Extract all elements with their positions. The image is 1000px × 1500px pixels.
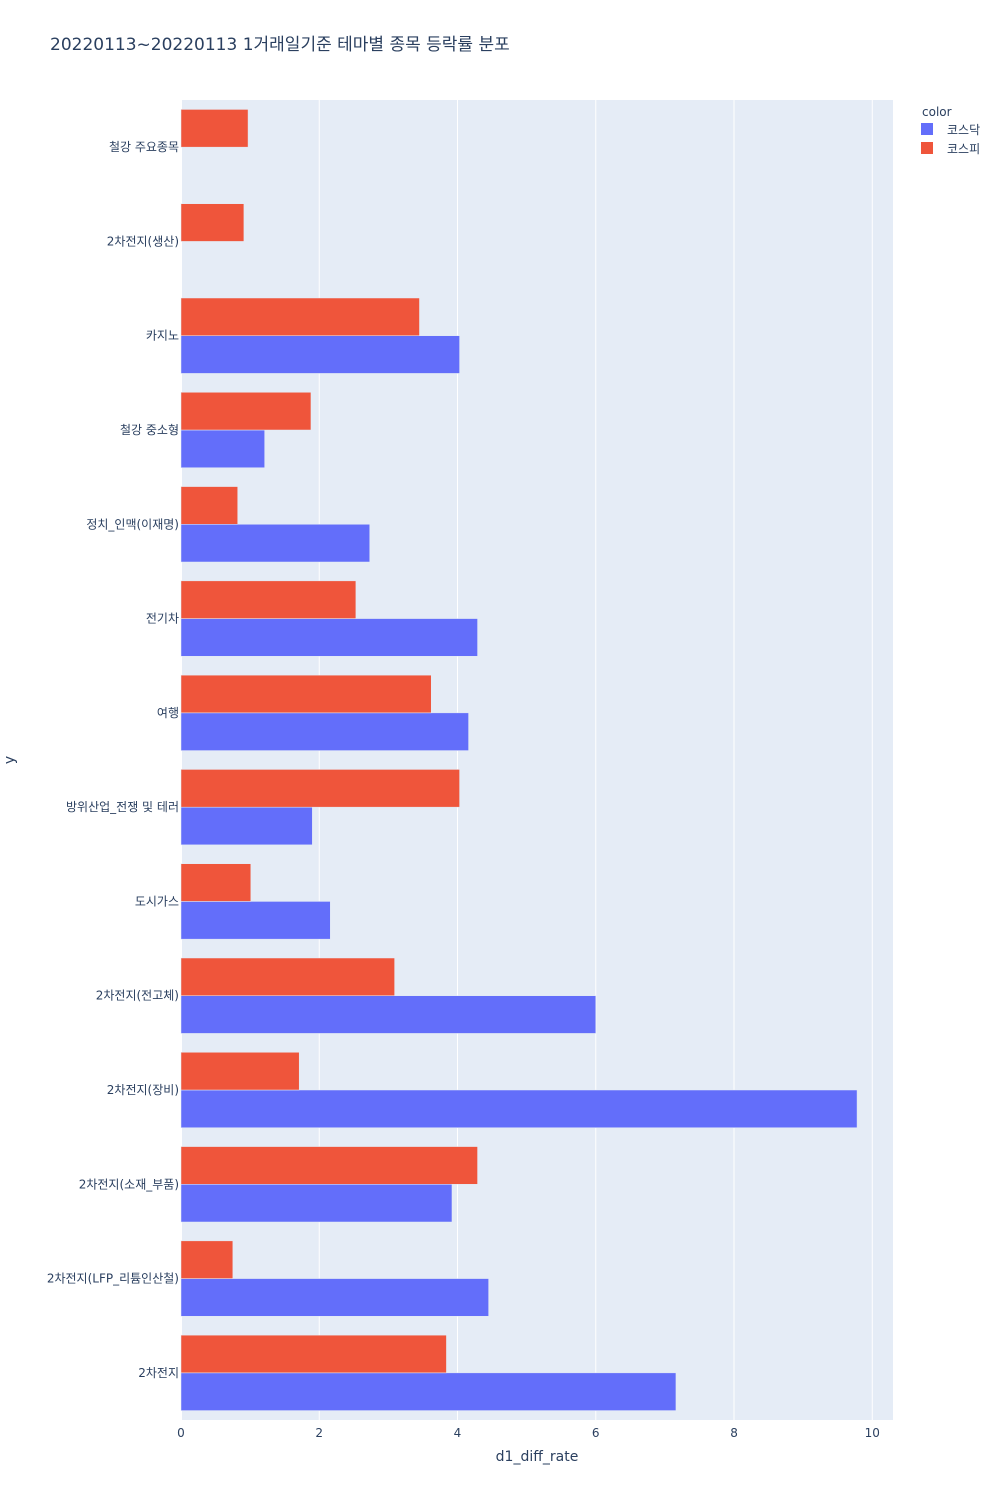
bar-kospi[interactable]: [180, 863, 252, 902]
bar-kospi[interactable]: [180, 203, 245, 242]
bar-kosdaq[interactable]: [180, 712, 469, 751]
bar-kosdaq[interactable]: [180, 618, 478, 657]
bar-kospi[interactable]: [180, 297, 420, 336]
x-axis-ticks: 0 2 4 6 8 10: [177, 1426, 880, 1440]
x-tick-label: 0: [177, 1426, 185, 1440]
x-tick-label: 2: [315, 1426, 323, 1440]
y-tick-label: 2차전지(전고체): [96, 989, 179, 1003]
legend-swatch-kospi: [921, 142, 933, 154]
bars: [180, 109, 858, 1411]
bar-kosdaq[interactable]: [180, 429, 265, 468]
bar-kospi[interactable]: [180, 109, 249, 148]
bar-kosdaq[interactable]: [180, 1184, 453, 1223]
x-tick-label: 4: [454, 1426, 462, 1440]
bar-kosdaq[interactable]: [180, 806, 313, 846]
bar-kosdaq[interactable]: [180, 335, 460, 374]
bar-kosdaq[interactable]: [180, 524, 370, 563]
bar-kospi[interactable]: [180, 674, 432, 714]
bar-kospi[interactable]: [180, 392, 312, 431]
legend-title: color: [922, 105, 952, 119]
y-tick-label: 철강 주요종목: [109, 140, 179, 154]
chart-title: 20220113~20220113 1거래일기준 테마별 종목 등락률 분포: [50, 35, 510, 55]
legend-label-kospi: 코스피: [947, 142, 980, 156]
y-axis-title: y: [2, 756, 18, 764]
y-tick-label: 여행: [157, 705, 179, 720]
bar-kosdaq[interactable]: [180, 995, 597, 1034]
bar-kospi[interactable]: [180, 957, 395, 996]
legend-label-kosdaq: 코스닥: [947, 123, 980, 137]
x-axis-title: d1_diff_rate: [496, 1449, 579, 1465]
y-tick-label: 카지노: [146, 329, 179, 343]
legend-swatch-kosdaq: [921, 123, 933, 135]
bar-kospi[interactable]: [180, 769, 460, 808]
y-tick-label: 2차전지(LFP_리튬인산철): [47, 1272, 179, 1286]
bar-kospi[interactable]: [180, 1146, 478, 1185]
bar-kosdaq[interactable]: [180, 901, 331, 940]
y-tick-label: 2차전지(장비): [107, 1083, 179, 1097]
y-tick-label: 2차전지: [138, 1366, 179, 1380]
bar-kospi[interactable]: [180, 580, 357, 619]
legend: color 코스닥 코스피: [921, 105, 980, 156]
x-tick-label: 8: [730, 1426, 738, 1440]
bar-kosdaq[interactable]: [180, 1372, 677, 1411]
y-axis-ticks: 2차전지 2차전지(LFP_리튬인산철) 2차전지(소재_부품) 2차전지(장비) 2차…: [47, 140, 179, 1380]
y-tick-label: 전기차: [146, 612, 179, 626]
y-tick-label: 철강 중소형: [120, 423, 179, 437]
y-tick-label: 2차전지(소재_부품): [79, 1177, 179, 1191]
y-tick-label: 방위산업_전쟁 및 테러: [66, 800, 179, 814]
bar-kosdaq[interactable]: [180, 1278, 489, 1317]
y-tick-label: 도시가스: [135, 894, 179, 908]
bar-kospi[interactable]: [180, 1334, 447, 1374]
bar-kospi[interactable]: [180, 486, 238, 525]
y-tick-label: 2차전지(생산): [107, 234, 179, 248]
x-tick-label: 6: [592, 1426, 600, 1440]
x-tick-label: 10: [865, 1426, 880, 1440]
bar-kospi[interactable]: [180, 1240, 234, 1279]
legend-item-kosdaq[interactable]: 코스닥: [921, 123, 980, 137]
bar-kosdaq[interactable]: [180, 1089, 858, 1128]
bar-kospi[interactable]: [180, 1052, 300, 1091]
y-tick-label: 정치_인맥(이재명): [86, 517, 179, 531]
legend-item-kospi[interactable]: 코스피: [921, 142, 980, 156]
